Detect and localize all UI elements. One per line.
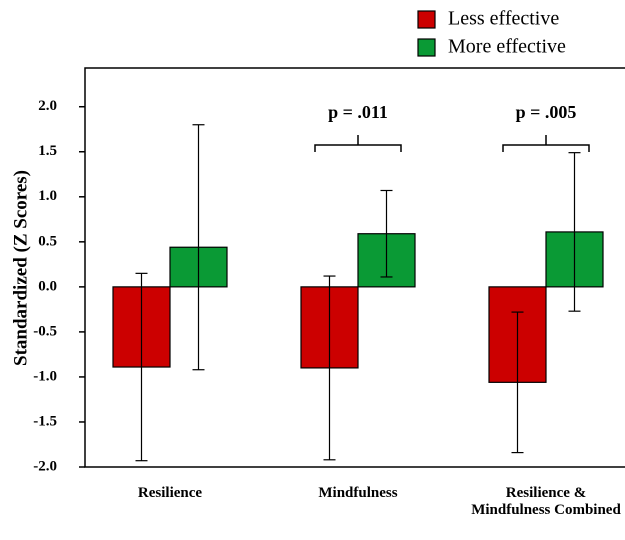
y-tick-label: -0.5 (33, 323, 57, 339)
annotation: p = .011 (328, 102, 388, 122)
x-tick-label-box: Resilience & Mindfulness Combined (471, 485, 621, 518)
x-tick-label-box: Mindfulness (318, 485, 398, 501)
x-tick-label: Mindfulness (318, 485, 398, 501)
error-bar (192, 124, 205, 371)
y-tick-label: 2.0 (38, 98, 57, 114)
error-bar (511, 311, 524, 454)
y-tick-label: 0.0 (38, 278, 57, 294)
legend-label: More effective (448, 36, 566, 58)
plot-frame (84, 67, 625, 468)
x-tick-label: Resilience & Mindfulness Combined (471, 485, 621, 518)
significance-bracket (502, 135, 590, 152)
error-bar (135, 272, 148, 462)
legend-swatch (417, 10, 436, 29)
y-tick-label: -2.0 (33, 458, 57, 474)
significance-bracket (314, 135, 402, 152)
legend-swatch (417, 38, 436, 57)
y-tick-label: 1.5 (38, 143, 57, 159)
error-bar (380, 189, 393, 278)
y-tick-label: 1.0 (38, 188, 57, 204)
y-tick-label: 0.5 (38, 233, 57, 249)
x-tick-label-box: Resilience (137, 485, 203, 501)
annotation: p = .005 (516, 102, 577, 122)
y-tick-label: -1.0 (33, 368, 57, 384)
y-tick-label: -1.5 (33, 413, 57, 429)
y-axis-label: Standardized (Z Scores) (10, 170, 31, 366)
error-bar (568, 152, 581, 312)
x-tick-label: Resilience (137, 485, 203, 501)
error-bar (323, 275, 336, 461)
legend-label: Less effective (448, 8, 559, 30)
